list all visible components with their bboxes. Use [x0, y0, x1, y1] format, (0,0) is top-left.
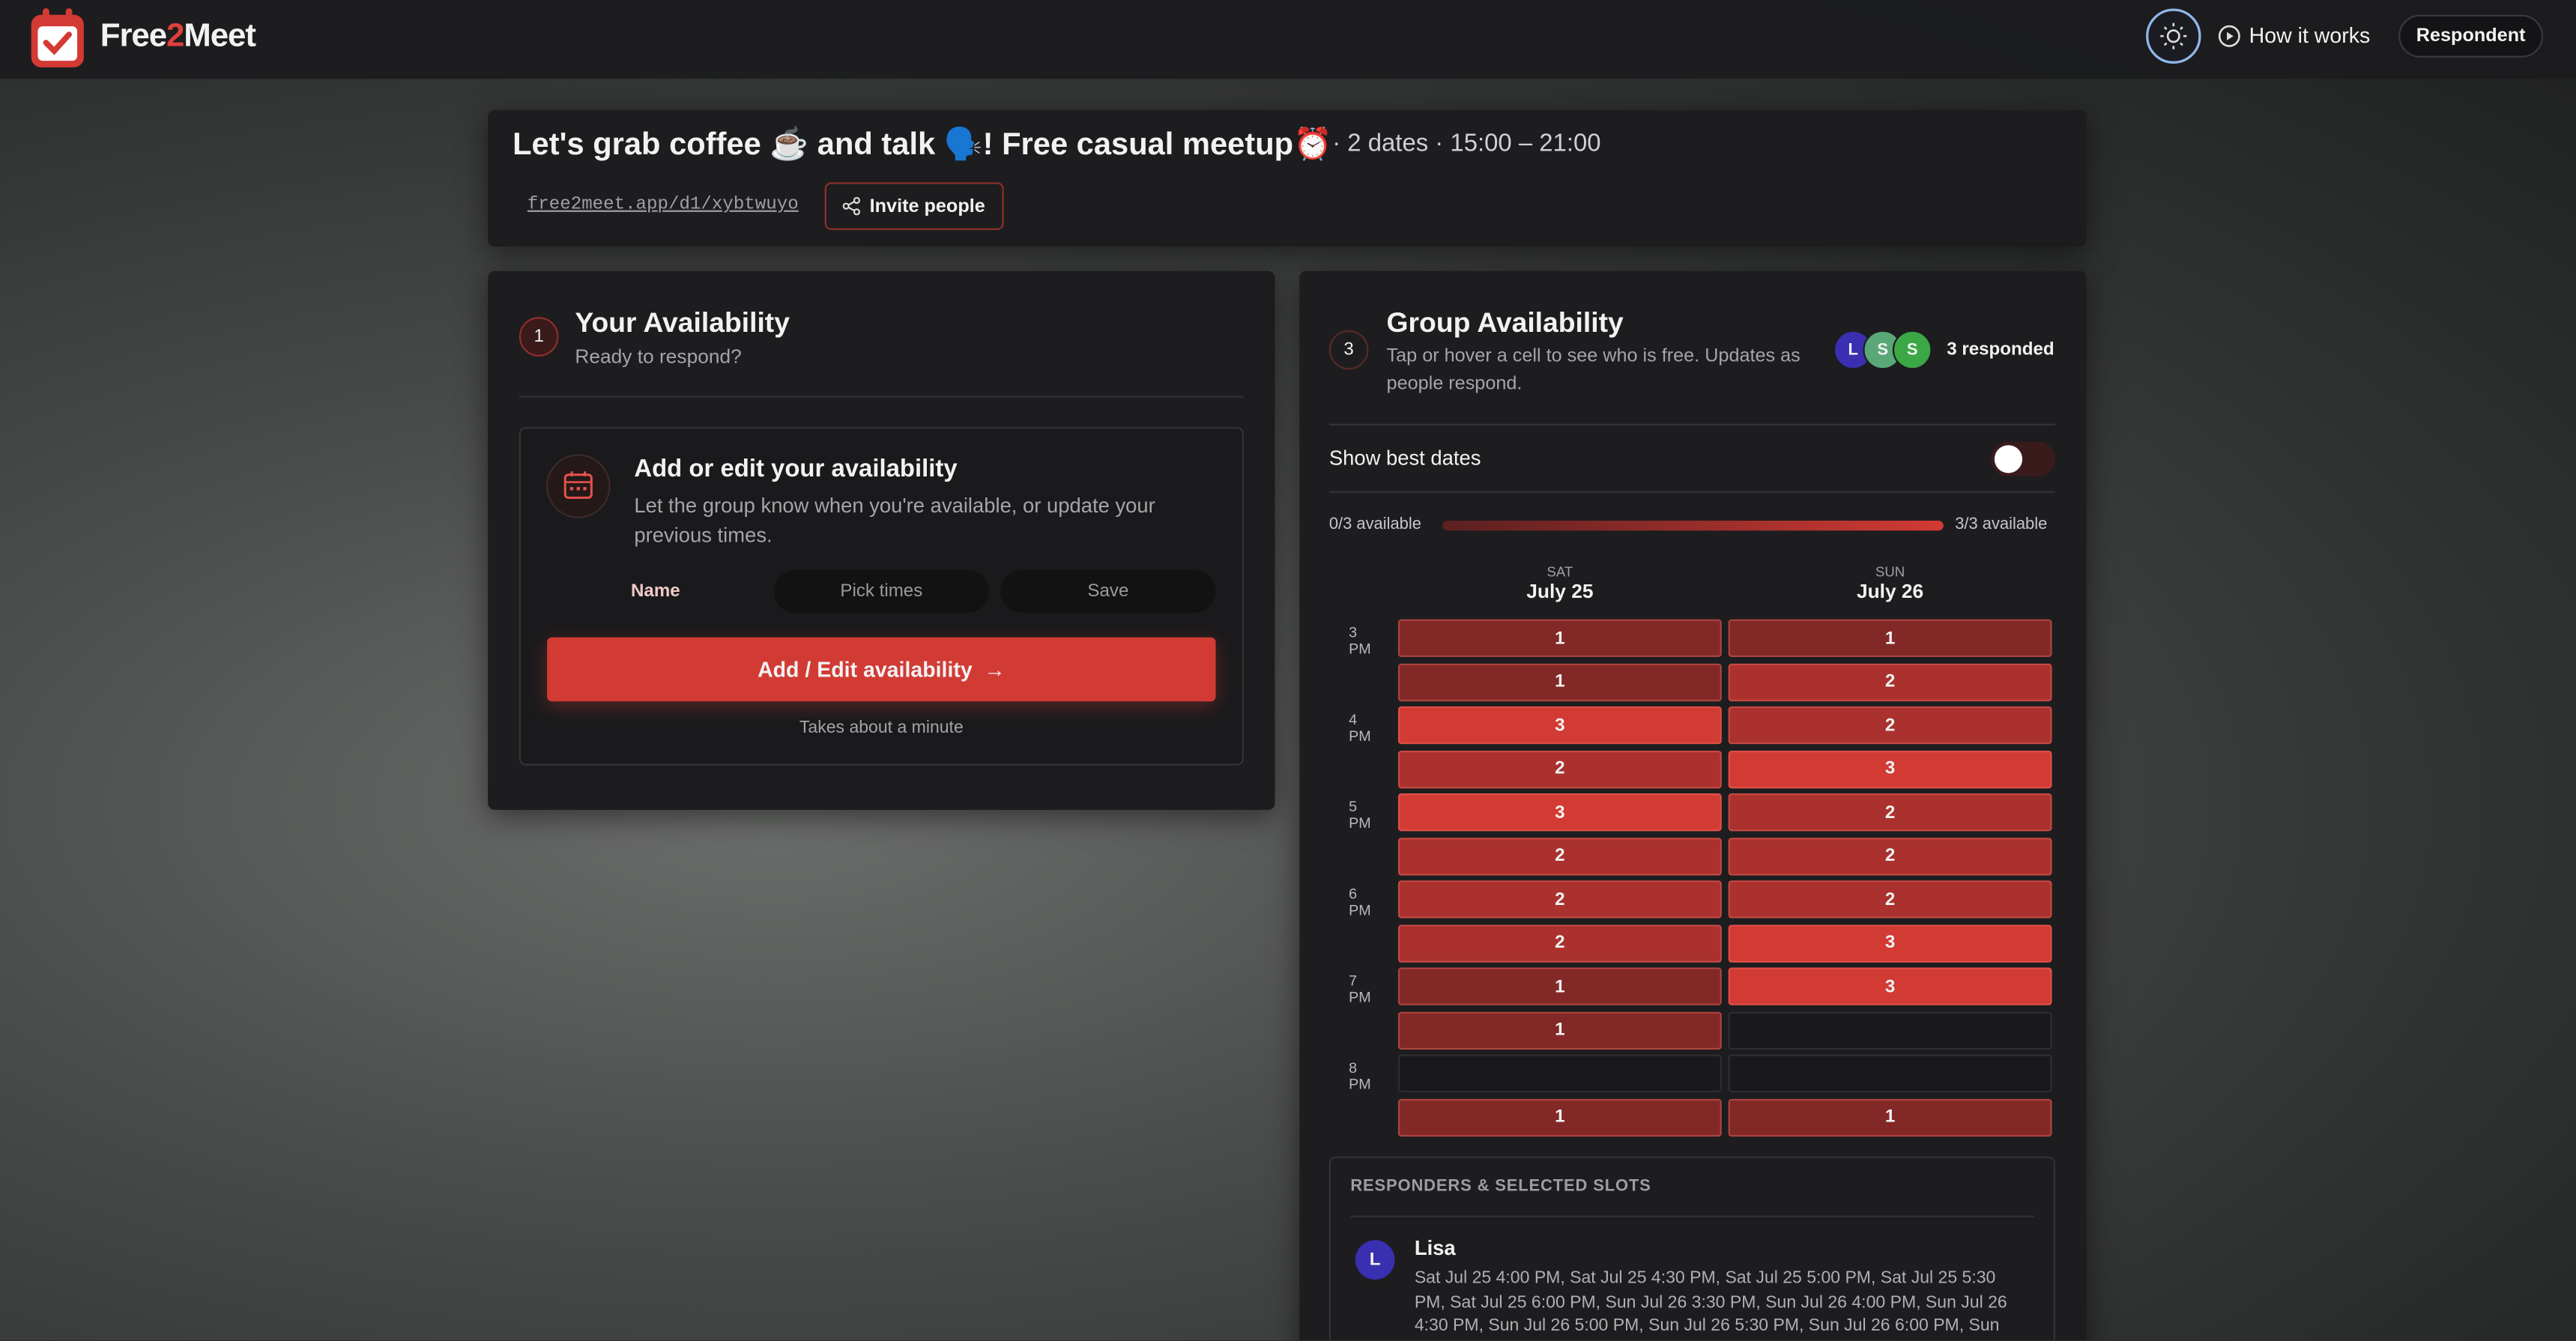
legend-bar [1442, 521, 1944, 531]
responders-title: RESPONDERS & SELECTED SLOTS [1350, 1178, 1651, 1196]
divider [518, 396, 1244, 398]
step-badge: 1 [518, 317, 559, 357]
day-of-week: SUN [1875, 563, 1905, 580]
availability-cell[interactable]: 2 [1397, 749, 1722, 788]
invite-label: Invite people [869, 196, 985, 217]
availability-cell[interactable]: 1 [1397, 619, 1722, 658]
event-link[interactable]: free2meet.app/d1/xybtwuyo [527, 195, 799, 216]
calendar-icon [546, 454, 611, 518]
legend-min: 0/3 available [1328, 515, 1421, 534]
card-text: Let the group know when you're available… [634, 494, 1155, 548]
time-label: 5 PM [1349, 798, 1371, 832]
day-of-week: SAT [1546, 563, 1573, 580]
availability-cell[interactable]: 2 [1728, 880, 2052, 918]
logo-icon [31, 7, 84, 67]
theme-toggle[interactable] [2146, 8, 2202, 64]
availability-cell[interactable]: 2 [1728, 706, 2052, 745]
responder-name: Lisa [1414, 1237, 1456, 1260]
empty-cell [1728, 1054, 2052, 1093]
availability-cell[interactable]: 3 [1728, 924, 2052, 962]
share-icon [843, 197, 861, 216]
divider [1328, 491, 2055, 493]
event-meta: · 2 dates · 15:00 – 21:00 [1332, 130, 1601, 158]
step-pill: Name [551, 569, 759, 613]
time-label: 7 PM [1349, 972, 1371, 1005]
panel-subtitle: Ready to respond? [575, 345, 742, 369]
empty-cell [1397, 1054, 1722, 1093]
step-pill: Pick times [773, 569, 989, 613]
divider [1350, 1215, 2034, 1217]
availability-cell[interactable]: 3 [1397, 793, 1722, 832]
day-date: July 26 [1856, 579, 1924, 603]
step-badge: 3 [1328, 330, 1369, 370]
avatar: S [1892, 330, 1932, 370]
role-label: Respondent [2416, 26, 2526, 46]
time-label: 3 PM [1349, 624, 1371, 658]
panel-title: Your Availability [575, 307, 790, 339]
edit-button[interactable]: Add / Edit availability → [547, 637, 1216, 702]
day-date: July 25 [1526, 579, 1594, 603]
step-pill: Save [1000, 569, 1216, 613]
availability-cell[interactable]: 1 [1397, 967, 1722, 1005]
responder-slots: Sat Jul 25 4:00 PM, Sat Jul 25 4:30 PM, … [1414, 1268, 2007, 1336]
availability-cell[interactable]: 1 [1728, 619, 2052, 658]
availability-cell[interactable]: 1 [1397, 662, 1722, 701]
availability-cell[interactable]: 3 [1728, 749, 2052, 788]
button-label: Add / Edit availability [758, 657, 973, 682]
empty-cell [1728, 1011, 2052, 1049]
nav-link: How it works [2249, 22, 2371, 48]
invite-button[interactable]: Invite people [824, 182, 1004, 230]
toggle-knob [1994, 445, 2023, 473]
time-label: 4 PM [1349, 711, 1371, 745]
availability-cell[interactable]: 2 [1728, 793, 2052, 832]
button-arrow: → [984, 657, 1006, 682]
legend-max: 3/3 available [1955, 515, 2048, 534]
availability-cell[interactable]: 1 [1397, 1098, 1722, 1136]
availability-cell[interactable]: 3 [1397, 706, 1722, 745]
event-card [488, 109, 2087, 246]
availability-cell[interactable]: 2 [1728, 662, 2052, 701]
best-dates-toggle[interactable] [1991, 441, 2055, 476]
availability-cell[interactable]: 2 [1397, 837, 1722, 875]
how-it-works[interactable]: How it works [2218, 23, 2370, 48]
brand-part: Meet [184, 18, 256, 55]
responder-avatar: L [1355, 1240, 1395, 1280]
play-icon [2218, 24, 2240, 46]
divider [1328, 423, 2055, 426]
panel-title: Group Availability [1386, 307, 1624, 339]
brand: Free2Meet [100, 18, 256, 55]
role-button[interactable]: Respondent [2398, 14, 2544, 58]
time-label: 8 PM [1349, 1059, 1371, 1093]
responders-box [1328, 1156, 2055, 1341]
panel-subtitle: Tap or hover a cell to see who is free. … [1386, 346, 1801, 395]
availability-cell[interactable]: 2 [1397, 924, 1722, 962]
best-dates-label: Show best dates [1328, 447, 1481, 470]
availability-cell[interactable]: 1 [1728, 1098, 2052, 1136]
responded-count: 3 responded [1947, 339, 2055, 360]
brand-part: Free [100, 18, 167, 55]
availability-cell[interactable]: 2 [1728, 837, 2052, 875]
card-title: Add or edit your availability [634, 455, 958, 483]
brand-part: 2 [166, 18, 184, 55]
availability-cell[interactable]: 2 [1397, 880, 1722, 918]
availability-cell[interactable]: 3 [1728, 967, 2052, 1005]
event-title: Let's grab coffee ☕ and talk 🗣️! Free ca… [513, 128, 1332, 163]
time-label: 6 PM [1349, 885, 1371, 918]
note: Takes about a minute [799, 718, 964, 738]
availability-cell[interactable]: 1 [1397, 1011, 1722, 1049]
